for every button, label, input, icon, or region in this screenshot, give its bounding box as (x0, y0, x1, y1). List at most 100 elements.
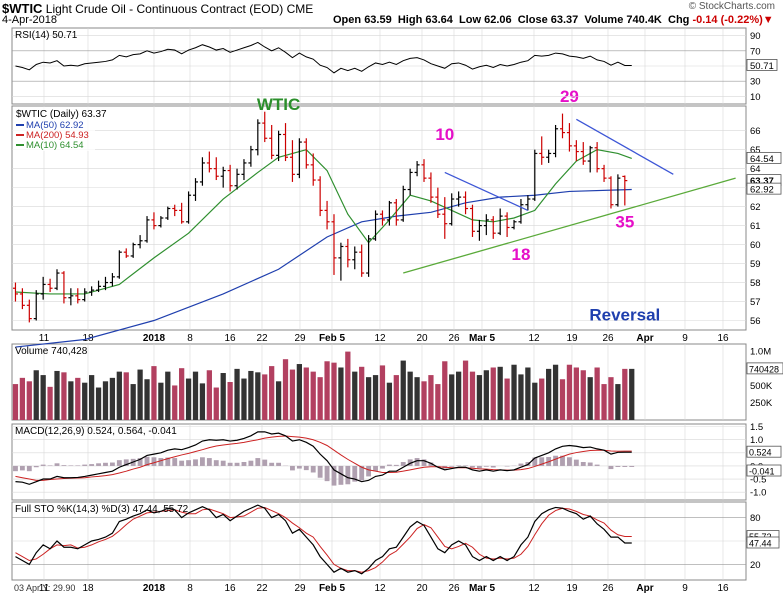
price-legend-bg (13, 107, 95, 151)
volume-axis-label: 1.0M (750, 346, 771, 357)
macd-hist-bar (532, 457, 538, 466)
x-axis-footer: 03 Apr Y: 29.90 (14, 583, 75, 593)
macd-hist-bar (296, 465, 302, 469)
volume-bar (54, 370, 60, 420)
volume-label: Volume 740,428 (15, 346, 88, 357)
volume-bar (82, 382, 88, 420)
macd-hist-bar (490, 465, 496, 468)
volume-bar (359, 366, 365, 420)
sto-k-line (15, 504, 632, 575)
macd-hist-bar (123, 459, 129, 466)
macd-hist-bar (151, 457, 157, 466)
macd-hist-bar (414, 458, 420, 466)
high-value: 63.64 (425, 14, 453, 26)
volume-bar (435, 384, 441, 420)
volume-bar (532, 382, 538, 420)
volume-bar (490, 367, 496, 420)
trendline-blue (576, 118, 674, 175)
x-tick-label: 19 (566, 333, 578, 344)
legend-entry: MA(200) 54.93 (26, 130, 89, 141)
volume-bar (12, 384, 19, 420)
x-tick-label-bottom: Feb 5 (319, 583, 346, 594)
x-tick-label-bottom: 22 (256, 583, 268, 594)
x-tick-label-bottom: 16 (717, 583, 729, 594)
macd-hist-bar (483, 465, 489, 467)
macd-hist-bar (255, 458, 261, 466)
macd-hist-bar (400, 462, 406, 466)
volume-bar (192, 371, 199, 420)
macd-hist-bar (476, 465, 482, 469)
volume-bar (365, 377, 372, 420)
price-axis-label: 62 (750, 202, 761, 213)
macd-hist-bar (435, 465, 441, 467)
annotation-10: 10 (435, 125, 454, 144)
volume-bar (95, 387, 102, 420)
macd-hist-bar (303, 465, 309, 471)
macd-hist-bar (68, 465, 74, 466)
volume-bar (469, 371, 476, 420)
x-tick-label: 16 (224, 333, 236, 344)
x-tick-label-bottom: 26 (448, 583, 460, 594)
macd-hist-bar (463, 465, 468, 466)
volume-bar (109, 377, 116, 420)
volume-bar (352, 371, 358, 420)
trendline-blue (444, 171, 529, 211)
macd-hist-bar (158, 458, 164, 466)
macd-hist-bar (587, 462, 593, 466)
volume-tag: 740428 (749, 364, 779, 374)
macd-hist-bar (213, 460, 219, 466)
volume-bar (483, 370, 489, 420)
x-tick-label: 12 (374, 333, 386, 344)
macd-hist-bar (248, 460, 254, 466)
volume-bar (462, 360, 469, 420)
volume-bar (546, 368, 552, 420)
volume-bar (407, 371, 413, 420)
volume-bar (199, 383, 206, 420)
rsi-axis-label: 90 (750, 31, 761, 42)
annotation-29: 29 (560, 87, 579, 106)
volume-value: 740.4K (626, 14, 662, 26)
volume-bar (331, 362, 337, 420)
volume-bar (158, 382, 164, 420)
sto-tag-bg (746, 536, 780, 549)
macd-hist-bar (331, 465, 337, 486)
macd-hist-bar (567, 457, 572, 466)
volume-bar (601, 384, 607, 420)
macd-hist-bar (629, 465, 635, 467)
volume-bar (179, 368, 185, 420)
volume-bar (248, 370, 254, 420)
credit-link[interactable]: © StockCharts.com (688, 1, 775, 12)
macd-hist-bar (608, 465, 614, 470)
annotation-35: 35 (615, 212, 634, 231)
rsi-axis-label: 10 (750, 92, 761, 103)
volume-bar (123, 372, 129, 420)
macd-axis-label: -1.0 (750, 488, 766, 499)
price-axis-label: 65 (750, 145, 761, 156)
macd-hist-bar (504, 465, 510, 467)
macd-hist-bar (109, 462, 115, 466)
x-tick-label: 8 (187, 333, 193, 344)
macd-hist-bar (352, 465, 358, 482)
x-tick-label-bottom: 8 (187, 583, 193, 594)
volume-tag-bg (746, 362, 783, 375)
x-tick-label: Apr (636, 333, 653, 344)
macd-hist-bar (206, 458, 212, 466)
ohlc-readout: Open 63.59 High 63.64 Low 62.06 Close 63… (333, 14, 774, 26)
volume-bar (518, 374, 524, 420)
sto-tag: 47.44 (749, 538, 772, 548)
volume-bar (393, 375, 399, 420)
macd-hist-bar (553, 455, 558, 466)
volume-bar (289, 369, 296, 420)
symbol: $WTIC (2, 1, 43, 16)
macd-tag: 0.524 (749, 448, 772, 458)
sto-axis-label: 20 (750, 560, 761, 571)
volume-bar (566, 364, 573, 420)
volume-bar (234, 368, 240, 420)
volume-bar (130, 384, 136, 420)
x-tick-label-bottom: 19 (566, 583, 578, 594)
macd-hist-bar (310, 465, 316, 473)
price-axis-label: 64 (750, 164, 761, 175)
price-tag-bg (746, 151, 782, 164)
volume-bar (282, 359, 289, 420)
